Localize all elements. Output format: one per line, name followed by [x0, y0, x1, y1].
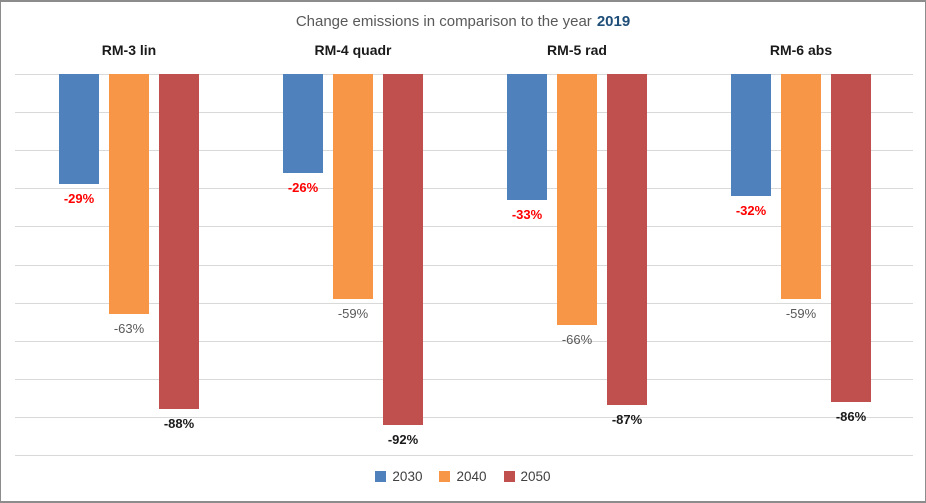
legend-swatch-icon [503, 471, 515, 482]
gridline [15, 264, 913, 266]
legend-swatch-icon [375, 471, 387, 482]
gridline [15, 112, 913, 114]
value-label-2050: -88% [163, 416, 195, 432]
bar-2030 [283, 74, 323, 174]
bar-2030 [731, 74, 771, 196]
legend-swatch-icon [439, 471, 451, 482]
value-label-2040: -66% [561, 332, 593, 348]
bar-2040 [109, 74, 149, 315]
gridline [15, 302, 913, 304]
legend-item-2040: 2040 [439, 469, 487, 484]
bar-2050 [831, 74, 871, 402]
value-label-2030: -29% [63, 191, 95, 207]
legend-item-2030: 2030 [375, 469, 422, 484]
bar-2050 [383, 74, 423, 425]
category-header: RM-4 quadr [314, 42, 392, 58]
category-header: RM-5 rad [547, 42, 607, 58]
gridline [15, 378, 913, 380]
chart-title-text: Change emissions in comparison to the ye… [295, 13, 592, 30]
chart-legend: 2030 2040 2050 [1, 469, 925, 484]
category-header: RM-3 lin [101, 42, 157, 58]
category-header: RM-6 abs [769, 42, 833, 58]
bar-2040 [333, 74, 373, 299]
bar-2030 [507, 74, 547, 200]
value-label-2050: -87% [611, 412, 643, 428]
gridline [15, 226, 913, 228]
gridline [15, 416, 913, 418]
value-label-2040: -59% [337, 305, 369, 321]
bar-2030 [59, 74, 99, 185]
gridline [15, 74, 913, 75]
legend-item-2050: 2050 [503, 469, 551, 484]
value-label-2030: -33% [511, 206, 543, 222]
bar-2050 [607, 74, 647, 406]
bar-2040 [781, 74, 821, 299]
chart-title: Change emissions in comparison to the ye… [1, 13, 925, 30]
value-label-2030: -32% [735, 202, 767, 218]
value-label-2050: -86% [835, 408, 867, 424]
gridline [15, 150, 913, 152]
chart-title-year: 2019 [596, 13, 631, 30]
bar-2040 [557, 74, 597, 326]
gridline [15, 340, 913, 342]
legend-label: 2050 [520, 469, 551, 484]
legend-label: 2030 [392, 469, 423, 484]
value-label-2040: -59% [785, 305, 817, 321]
value-label-2040: -63% [113, 321, 145, 337]
gridline [15, 188, 913, 190]
value-label-2050: -92% [387, 431, 419, 447]
bar-2050 [159, 74, 199, 410]
value-label-2030: -26% [287, 180, 319, 196]
gridline [15, 455, 913, 456]
legend-label: 2040 [456, 469, 487, 484]
